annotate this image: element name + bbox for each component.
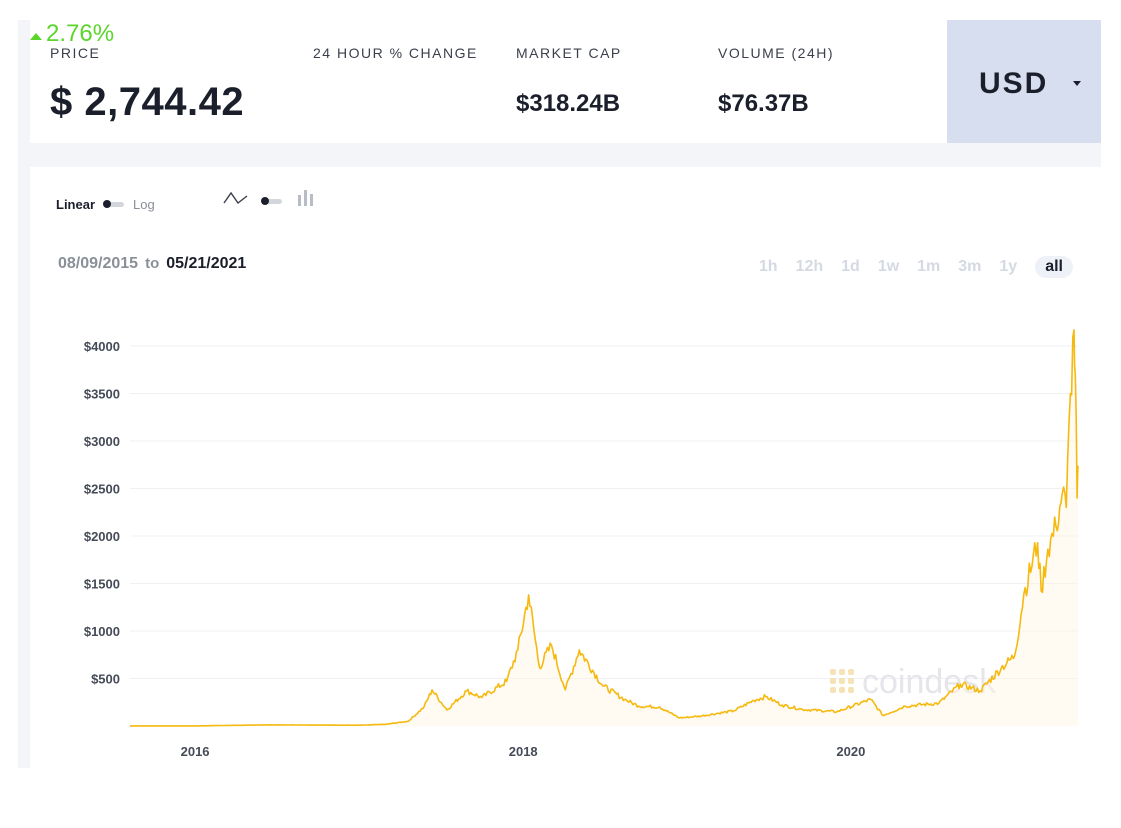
period-12h[interactable]: 12h bbox=[795, 258, 824, 275]
line-chart-icon[interactable] bbox=[223, 190, 249, 211]
scale-switch[interactable] bbox=[103, 199, 125, 209]
x-tick-label: 2018 bbox=[509, 744, 538, 759]
change-label: 24 HOUR % CHANGE bbox=[313, 45, 478, 61]
period-1y[interactable]: 1y bbox=[999, 258, 1018, 275]
watermark-text: coindesk bbox=[862, 663, 997, 701]
y-tick-label: $2000 bbox=[84, 529, 120, 544]
date-from[interactable]: 08/09/2015 bbox=[58, 255, 139, 272]
chart-type-track bbox=[265, 199, 282, 204]
price-chart: $500 $1000 $1500 $2000 $2500 $3000 $3500 $4000 2… bbox=[84, 329, 1079, 759]
arrow-up-icon bbox=[30, 32, 42, 40]
period-1h[interactable]: 1h bbox=[758, 258, 778, 275]
change-percent: 2.76% bbox=[46, 20, 115, 47]
scale-toggle: Linear Log bbox=[56, 194, 155, 214]
change-value: 2.76% bbox=[30, 20, 947, 48]
period-1m[interactable]: 1m bbox=[917, 258, 941, 275]
price-value: $ 2,744.42 bbox=[50, 80, 245, 124]
caret-down-icon bbox=[1073, 81, 1081, 86]
y-tick-label: $500 bbox=[91, 672, 120, 687]
y-tick-label: $3500 bbox=[84, 387, 120, 402]
y-tick-label: $4000 bbox=[84, 339, 120, 354]
y-tick-label: $1000 bbox=[84, 624, 120, 639]
price-series-line bbox=[130, 329, 1079, 727]
candlestick-icon[interactable] bbox=[296, 189, 316, 212]
price-label: PRICE bbox=[50, 45, 101, 61]
date-range: 08/09/2015 to 05/21/2021 bbox=[58, 255, 246, 273]
period-1d[interactable]: 1d bbox=[841, 258, 860, 275]
date-to-word: to bbox=[145, 255, 160, 272]
volume-label: VOLUME (24H) bbox=[718, 45, 835, 61]
period-selector: 1h 12h 1d 1w 1m 3m 1y all bbox=[741, 256, 1073, 278]
coindesk-watermark bbox=[830, 669, 854, 693]
y-tick-label: $2500 bbox=[84, 482, 120, 497]
currency-selector[interactable]: USD bbox=[947, 20, 1101, 143]
market-cap-value: $318.24B bbox=[516, 90, 621, 117]
x-tick-label: 2016 bbox=[181, 744, 210, 759]
date-to[interactable]: 05/21/2021 bbox=[166, 255, 247, 272]
stats-bar: PRICE $ 2,744.42 24 HOUR % CHANGE 2.76% … bbox=[30, 20, 947, 143]
y-tick-label: $3000 bbox=[84, 434, 120, 449]
volume-value: $76.37B bbox=[718, 90, 809, 117]
dashboard-frame: PRICE $ 2,744.42 24 HOUR % CHANGE 2.76% … bbox=[18, 20, 1101, 768]
y-tick-label: $1500 bbox=[84, 577, 120, 592]
period-all[interactable]: all bbox=[1035, 256, 1073, 278]
period-1w[interactable]: 1w bbox=[877, 258, 900, 275]
market-cap-label: MARKET CAP bbox=[516, 45, 622, 61]
chart-type-knob bbox=[261, 197, 269, 205]
period-3m[interactable]: 3m bbox=[958, 258, 982, 275]
switch-track bbox=[107, 202, 125, 207]
chart-type-switch[interactable] bbox=[261, 196, 283, 206]
log-label[interactable]: Log bbox=[133, 196, 155, 212]
currency-label: USD bbox=[979, 67, 1049, 100]
chart-panel: Linear Log 08/09/2015 to bbox=[30, 167, 1101, 768]
x-tick-label: 2020 bbox=[836, 744, 865, 759]
switch-knob bbox=[103, 200, 112, 208]
linear-label[interactable]: Linear bbox=[56, 196, 96, 212]
